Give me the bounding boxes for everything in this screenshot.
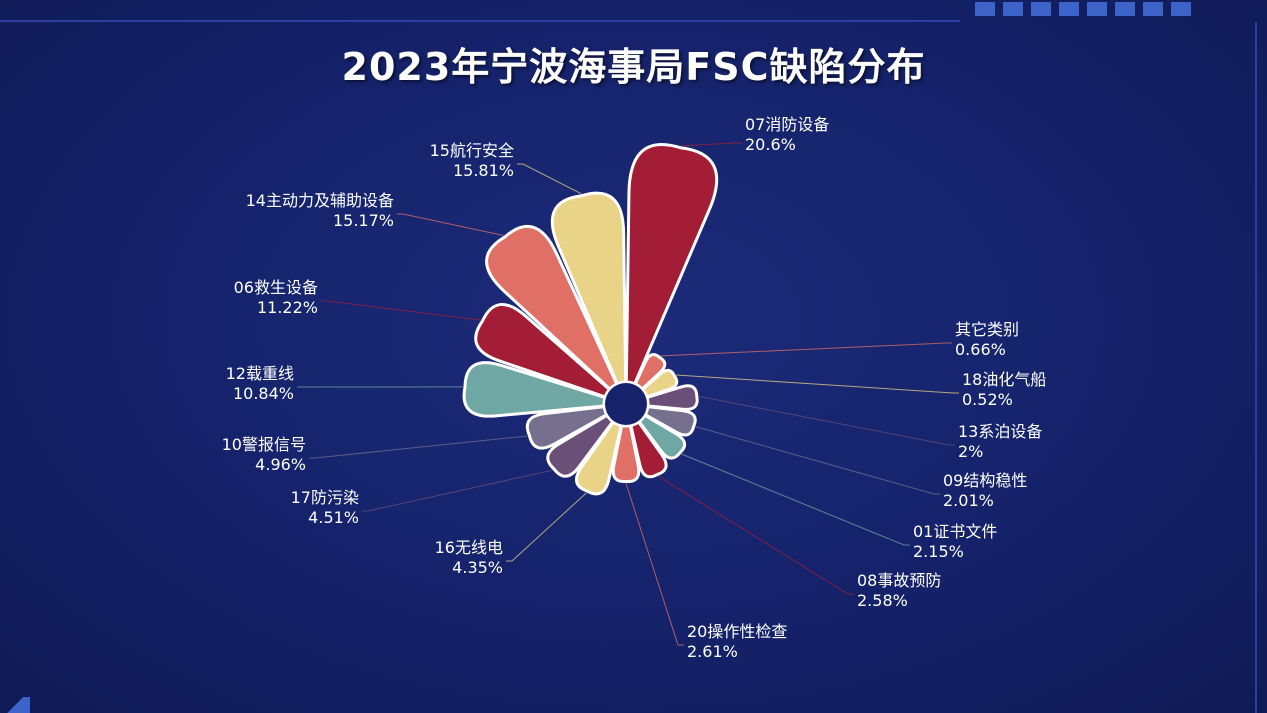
header-decoration — [975, 2, 1191, 16]
deco-block — [1171, 2, 1191, 16]
rose-center-hole — [605, 383, 647, 425]
slice-name-label: 09结构稳性 — [943, 471, 1027, 490]
slice-name-label: 16无线电 — [435, 538, 503, 557]
slice-name-label: 14主动力及辅助设备 — [246, 191, 394, 210]
slice-name-label: 其它类别 — [955, 320, 1019, 339]
label-leader-line — [625, 483, 684, 646]
slice-name-label: 08事故预防 — [857, 571, 941, 590]
label-leader-line — [657, 475, 854, 595]
slice-value-label: 20.6% — [745, 135, 796, 154]
label-leader-line — [681, 453, 910, 546]
label-leader-line — [321, 300, 481, 321]
rose-slice — [550, 191, 628, 386]
slice-value-label: 10.84% — [233, 384, 294, 403]
slice-name-label: 17防污染 — [291, 488, 359, 507]
slice-name-label: 15航行安全 — [430, 141, 514, 160]
label-leader-line — [506, 492, 587, 562]
label-leader-line — [676, 374, 959, 394]
deco-block — [975, 2, 995, 16]
slice-value-label: 2.15% — [913, 542, 964, 561]
slice-value-label: 2% — [958, 442, 983, 461]
top-frame-line — [0, 0, 960, 22]
rose-petals — [462, 142, 719, 496]
slice-value-label: 0.66% — [955, 340, 1006, 359]
deco-block — [1003, 2, 1023, 16]
rose-slice — [624, 142, 719, 386]
label-leader-line — [660, 342, 952, 357]
slice-name-label: 13系泊设备 — [958, 422, 1042, 441]
slice-value-label: 2.58% — [857, 591, 908, 610]
label-leader-line — [695, 426, 940, 495]
corner-decoration — [0, 697, 30, 713]
deco-block — [1031, 2, 1051, 16]
slice-value-label: 15.81% — [453, 161, 514, 180]
deco-block — [1115, 2, 1135, 16]
slice-value-label: 2.61% — [687, 642, 738, 661]
slice-value-label: 4.96% — [255, 455, 306, 474]
label-leader-line — [397, 213, 504, 236]
slice-value-label: 0.52% — [962, 390, 1013, 409]
slice-name-label: 06救生设备 — [234, 278, 318, 297]
slice-name-label: 07消防设备 — [745, 115, 829, 134]
slice-name-label: 20操作性检查 — [687, 622, 787, 641]
label-leader-line — [680, 142, 742, 147]
slice-value-label: 2.01% — [943, 491, 994, 510]
deco-block — [1143, 2, 1163, 16]
slice-name-label: 18油化气船 — [962, 370, 1046, 389]
label-leader-line — [309, 435, 528, 459]
chart-title: 2023年宁波海事局FSC缺陷分布 — [341, 45, 926, 89]
slice-name-label: 12载重线 — [226, 364, 294, 383]
slice-value-label: 11.22% — [257, 298, 318, 317]
deco-block — [1087, 2, 1107, 16]
slice-value-label: 15.17% — [333, 211, 394, 230]
slice-name-label: 01证书文件 — [913, 522, 997, 541]
label-leader-line — [698, 395, 955, 446]
deco-block — [1059, 2, 1079, 16]
label-leader-line — [517, 163, 582, 195]
slice-name-label: 10警报信号 — [222, 435, 306, 454]
right-frame-line — [1255, 22, 1257, 713]
label-leader-line — [362, 469, 553, 512]
slice-value-label: 4.51% — [308, 508, 359, 527]
slice-value-label: 4.35% — [452, 558, 503, 577]
